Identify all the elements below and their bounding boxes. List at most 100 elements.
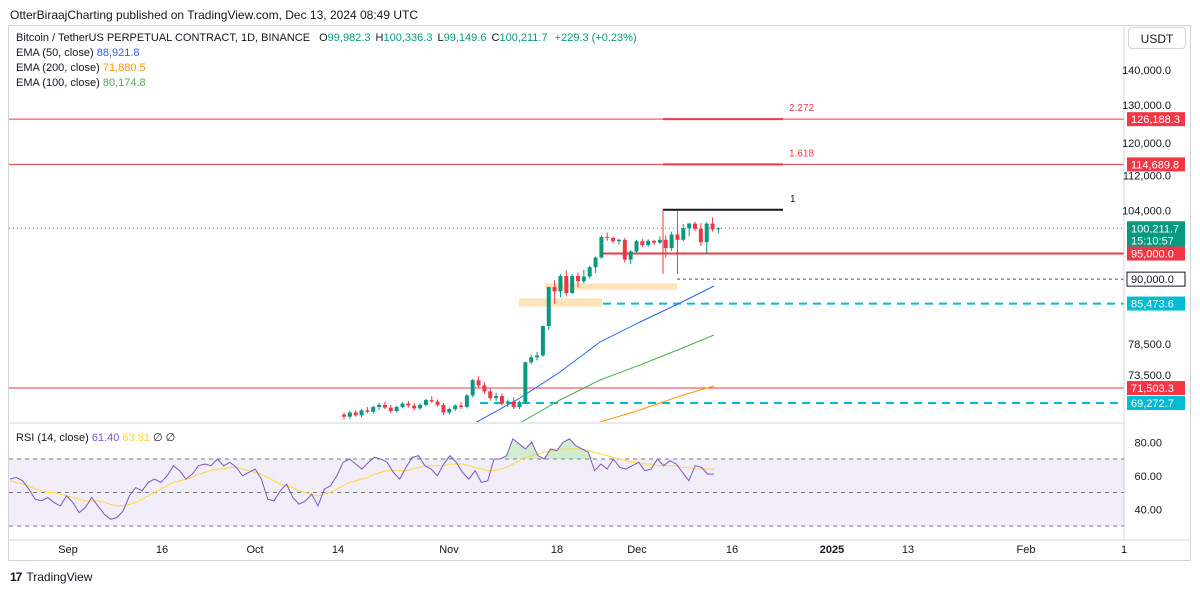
candle-body[interactable] <box>394 406 399 412</box>
candle-body[interactable] <box>505 401 510 404</box>
candle-body[interactable] <box>464 395 469 407</box>
candle-body[interactable] <box>716 228 721 230</box>
candle-body[interactable] <box>359 410 364 416</box>
candle-body[interactable] <box>652 240 657 243</box>
price-label-box[interactable] <box>1127 157 1185 172</box>
candle-body[interactable] <box>406 403 411 406</box>
candle-body[interactable] <box>540 326 545 356</box>
candle-body[interactable] <box>488 391 493 399</box>
candle-body[interactable] <box>581 276 586 282</box>
candle-body[interactable] <box>552 287 557 292</box>
candle-body[interactable] <box>558 275 563 292</box>
candle-body[interactable] <box>423 400 428 405</box>
candle-body[interactable] <box>412 405 417 409</box>
candle-body[interactable] <box>342 414 346 417</box>
candle-body[interactable] <box>441 404 446 413</box>
rsi-ma-line[interactable] <box>9 448 715 507</box>
candle-body[interactable] <box>365 410 370 412</box>
candle-body[interactable] <box>634 241 639 252</box>
candle-body[interactable] <box>710 223 715 230</box>
rsi-tick: 80.00 <box>1134 437 1162 449</box>
support-zone-lower[interactable] <box>519 298 602 307</box>
footer-brand[interactable]: TradingView <box>26 570 93 584</box>
candle-body[interactable] <box>494 396 499 399</box>
rsi-line[interactable] <box>9 438 714 520</box>
candle-body[interactable] <box>482 385 487 392</box>
candle-body[interactable] <box>476 380 481 386</box>
ohlc-c-value: 100,211.7 <box>499 32 548 44</box>
ohlc-h-value: 100,336.3 <box>383 32 433 44</box>
candle-body[interactable] <box>693 223 697 229</box>
candle-body[interactable] <box>529 357 534 363</box>
candle-body[interactable] <box>646 240 651 246</box>
candle-body[interactable] <box>611 237 616 242</box>
candle-body[interactable] <box>564 275 569 294</box>
candle-body[interactable] <box>400 403 405 407</box>
candle-body[interactable] <box>698 228 703 243</box>
currency-button[interactable]: USDT <box>1128 27 1186 49</box>
candle-body[interactable] <box>570 275 575 294</box>
ema50-legend[interactable]: EMA (50, close) 88,921.8 <box>16 46 637 61</box>
candle-body[interactable] <box>681 228 686 240</box>
price-label-box[interactable] <box>1127 381 1185 396</box>
chart-frame[interactable] <box>8 25 1191 561</box>
price-label-box[interactable] <box>1127 296 1185 311</box>
candle-body[interactable] <box>640 241 645 246</box>
candle-body[interactable] <box>669 234 674 249</box>
candle-body[interactable] <box>517 402 522 407</box>
candle-body[interactable] <box>418 404 423 409</box>
candle-body[interactable] <box>453 405 458 410</box>
ema100-line[interactable] <box>520 334 715 423</box>
candle-body[interactable] <box>388 407 393 412</box>
ohlc-change: +229.3 (+0.23%) <box>554 32 637 44</box>
price-label-box[interactable] <box>1127 221 1185 236</box>
candle-body[interactable] <box>587 267 592 277</box>
price-label-box[interactable] <box>1127 233 1185 248</box>
candle-body[interactable] <box>593 257 598 268</box>
candle-body[interactable] <box>511 401 516 407</box>
candle-body[interactable] <box>704 223 709 243</box>
rsi-legend[interactable]: RSI (14, close) 61.40 63.81 ∅ ∅ <box>16 431 175 444</box>
ema50-line[interactable] <box>475 285 715 423</box>
candle-body[interactable] <box>675 234 680 240</box>
ema200-label: EMA (200, close) <box>16 62 100 74</box>
candle-body[interactable] <box>382 404 387 408</box>
symbol-name[interactable]: Bitcoin / TetherUS PERPETUAL CONTRACT, 1… <box>16 32 311 44</box>
price-label-box[interactable] <box>1126 271 1186 287</box>
price-label-box[interactable] <box>1127 396 1185 411</box>
candle-body[interactable] <box>622 239 627 260</box>
candle-body[interactable] <box>353 412 358 416</box>
ema100-legend[interactable]: EMA (100, close) 80,174.8 <box>16 76 637 91</box>
candle-body[interactable] <box>377 404 382 407</box>
candle-body[interactable] <box>523 362 528 403</box>
candle-body[interactable] <box>470 380 475 396</box>
candle-body[interactable] <box>447 409 452 413</box>
price-label-text: 126,188.3 <box>1131 114 1180 126</box>
candle-body[interactable] <box>371 406 376 412</box>
candle-body[interactable] <box>429 400 434 402</box>
price-label-box[interactable] <box>1127 246 1185 261</box>
fib-label-1.618: 1.618 <box>789 148 814 159</box>
candle-body[interactable] <box>546 287 551 327</box>
support-zone-upper[interactable] <box>545 283 677 290</box>
candle-body[interactable] <box>347 412 352 417</box>
candle-body[interactable] <box>616 239 621 242</box>
candle-body[interactable] <box>535 355 540 358</box>
price-label-box[interactable] <box>1127 112 1185 127</box>
candle-body[interactable] <box>663 239 668 249</box>
candle-body[interactable] <box>499 396 504 404</box>
rsi-nan-1: ∅ <box>153 432 163 444</box>
candle-body[interactable] <box>605 236 610 238</box>
candle-body[interactable] <box>576 275 580 282</box>
price-label-text: 114,689.8 <box>1131 159 1179 171</box>
candle-body[interactable] <box>599 236 604 258</box>
candle-body[interactable] <box>687 223 692 229</box>
candle-body[interactable] <box>435 401 440 405</box>
ema200-line[interactable] <box>597 385 715 423</box>
candle-body[interactable] <box>628 251 633 260</box>
candle-body[interactable] <box>459 405 463 407</box>
ema200-legend[interactable]: EMA (200, close) 71,880.5 <box>16 61 637 76</box>
tradingview-logo-icon[interactable]: 17 <box>10 570 22 584</box>
candle-body[interactable] <box>657 239 662 243</box>
